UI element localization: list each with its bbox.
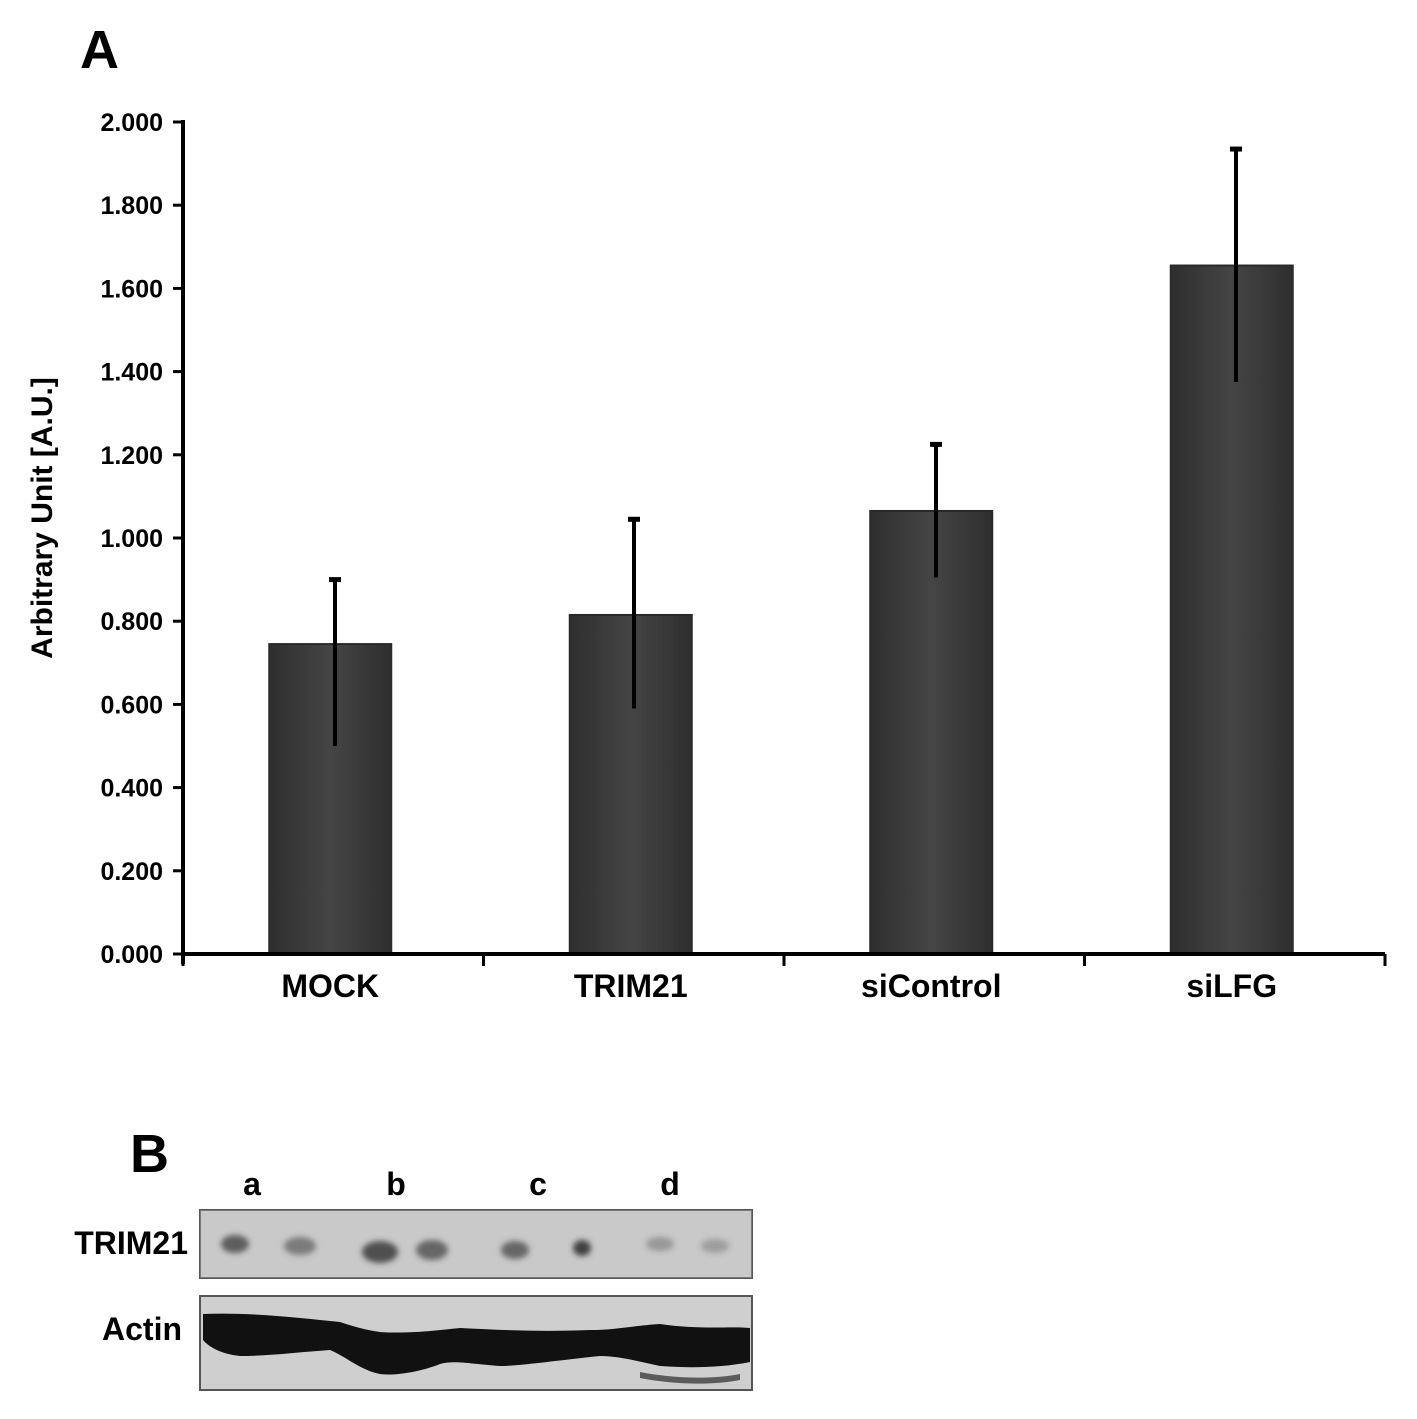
y-tick-label: 1.400 xyxy=(100,359,163,387)
blot-row-label-trim21: TRIM21 xyxy=(74,1225,188,1261)
blot-lane-label-a: a xyxy=(243,1166,261,1202)
blot-lane-label-c: c xyxy=(529,1166,547,1202)
actin-band xyxy=(203,1313,750,1375)
trim21-band-a xyxy=(221,1235,249,1253)
blot-strip-actin xyxy=(199,1295,753,1391)
y-axis-title: Arbitrary Unit [A.U.] xyxy=(26,377,59,659)
trim21-band-c2 xyxy=(573,1240,591,1256)
x-category-label-sicontrol: siControl xyxy=(861,968,1001,1004)
blot-lane-label-d: d xyxy=(660,1166,680,1202)
western-blot: a b c d TRIM21 Actin xyxy=(74,1166,753,1391)
x-axis-ticks xyxy=(181,954,1387,966)
y-tick-label: 0.000 xyxy=(100,941,163,969)
y-tick-label: 0.600 xyxy=(100,691,163,719)
bar-chart: 0.000 0.200 0.400 0.600 0.800 1.000 1.200 1.400… xyxy=(26,109,1387,1004)
panel-a-label: A xyxy=(80,20,119,80)
blot-strip-trim21 xyxy=(199,1209,753,1279)
bar-silfg xyxy=(1169,264,1294,955)
blot-lane-labels: a b c d xyxy=(243,1166,680,1202)
bar-mock xyxy=(268,643,393,956)
panel-b-label: B xyxy=(130,1124,169,1184)
y-tick-label: 1.000 xyxy=(100,525,163,553)
y-tick-label: 0.400 xyxy=(100,775,163,803)
trim21-band-a2 xyxy=(284,1237,316,1255)
y-tick-label: 2.000 xyxy=(100,109,163,137)
y-tick-label: 0.800 xyxy=(100,608,163,636)
y-axis-ticks: 0.000 0.200 0.400 0.600 0.800 1.000 1.200 1.400… xyxy=(100,109,183,969)
y-tick-label: 1.800 xyxy=(100,192,163,220)
bar-trim21 xyxy=(568,613,693,956)
y-tick-label: 1.200 xyxy=(100,442,163,470)
trim21-band-b2 xyxy=(416,1240,448,1260)
trim21-band-c xyxy=(501,1241,529,1259)
error-bars xyxy=(329,146,1242,746)
y-tick-label: 0.200 xyxy=(100,858,163,886)
bar-sicontrol xyxy=(869,509,994,955)
blot-lane-label-b: b xyxy=(386,1166,406,1202)
trim21-band-b xyxy=(362,1241,398,1263)
x-category-label-silfg: siLFG xyxy=(1186,968,1277,1004)
x-category-label-trim21: TRIM21 xyxy=(574,968,688,1004)
trim21-band-d xyxy=(646,1237,674,1251)
x-category-label-mock: MOCK xyxy=(281,968,379,1004)
y-tick-label: 1.600 xyxy=(100,275,163,303)
blot-row-label-actin: Actin xyxy=(102,1311,182,1347)
x-axis-labels: MOCK TRIM21 siControl siLFG xyxy=(281,968,1277,1004)
trim21-band-d2 xyxy=(701,1239,729,1253)
actin-band-lower-d xyxy=(640,1372,740,1384)
bars xyxy=(268,264,1294,956)
